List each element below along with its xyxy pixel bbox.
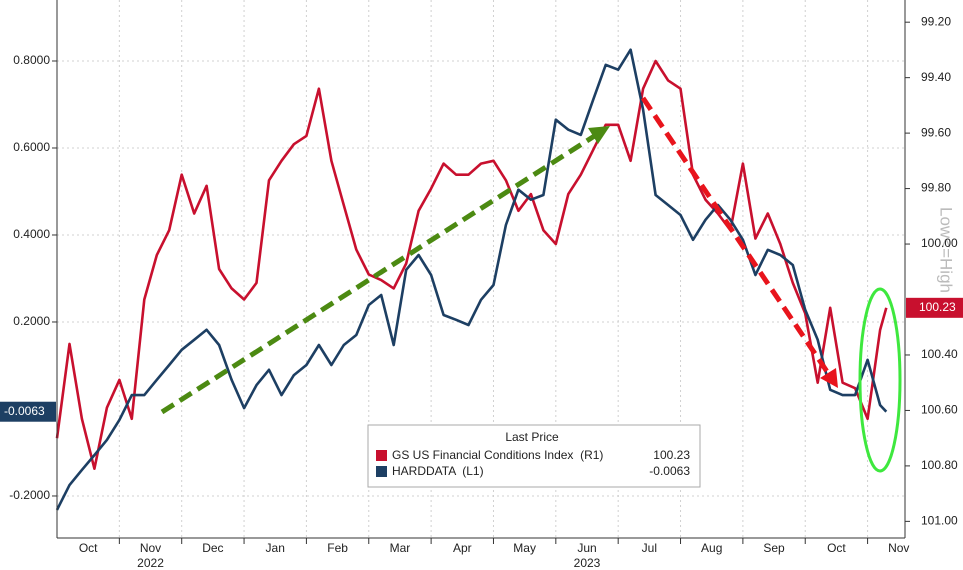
x-tick-label: Oct [827,541,846,555]
grid [57,0,905,538]
y-tick-label: -0.2000 [9,488,50,502]
y2-tick-label: 100.60 [921,403,958,417]
x-year-label: 2023 [574,556,601,570]
x-tick-label: Jul [642,541,657,555]
x-tick-label: Sep [763,541,785,555]
x-tick-label: Oct [79,541,98,555]
x-tick-label: Apr [453,541,472,555]
last-value-badge [906,297,963,318]
y2-tick-label: 99.60 [921,125,951,139]
y2-tick-label: 99.80 [921,181,951,195]
y2-tick-label: 99.40 [921,70,951,84]
legend: Last Price GS US Financial Conditions In… [367,424,701,488]
x-tick-label: Nov [140,541,161,555]
y2-tick-label: 101.00 [921,514,958,528]
series-line [55,48,888,511]
x-tick-label: Feb [327,541,348,555]
last-value-label: 100.23 [919,300,956,314]
trend-arrow [160,132,598,415]
legend-swatch [376,466,387,477]
arrow-head [588,126,610,144]
last-value-label: -0.0063 [4,404,45,418]
y-tick-label: 0.4000 [13,227,50,241]
y2-axis-label: Low<=High [937,207,956,293]
last-value-badge [0,401,56,422]
legend-title: Last Price [505,430,559,444]
y-tick-label: 0.2000 [13,314,50,328]
x-tick-label: Aug [701,541,722,555]
legend-label: GS US Financial Conditions Index (R1) [392,448,603,462]
legend-swatch [376,450,387,461]
x-tick-label: Nov [888,541,909,555]
arrow-head [820,368,838,388]
y-tick-label: 0.8000 [13,53,50,67]
x-tick-label: Dec [202,541,223,555]
x-tick-label: May [513,541,536,555]
x-tick-label: Mar [390,541,411,555]
y2-tick-label: 100.40 [921,347,958,361]
y2-tick-label: 100.00 [921,236,958,250]
y-tick-label: 0.6000 [13,140,50,154]
legend-value: 100.23 [653,448,690,462]
legend-label: HARDDATA (L1) [392,464,484,478]
y2-tick-label: 100.80 [921,458,958,472]
legend-box [367,424,701,488]
x-year-label: 2022 [137,556,164,570]
legend-value: -0.0063 [649,464,690,478]
y2-tick-label: 99.20 [921,14,951,28]
x-tick-label: Jan [266,541,285,555]
x-tick-label: Jun [577,541,596,555]
trend-arrow [640,96,833,378]
lines [55,48,888,511]
series-line [55,59,888,470]
highlight-ellipse [858,287,902,473]
